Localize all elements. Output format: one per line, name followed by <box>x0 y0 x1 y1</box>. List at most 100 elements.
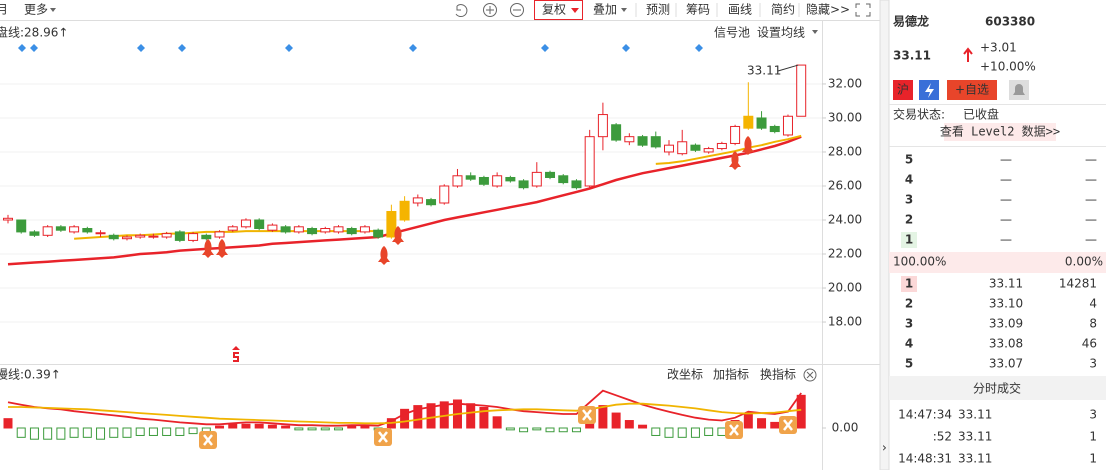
toolbar-button[interactable]: 复权 <box>542 3 566 17</box>
book-price: — <box>1000 193 1012 207</box>
indicator-line <box>7 389 802 427</box>
indicator-bar <box>215 425 225 429</box>
candle-body <box>465 175 476 180</box>
chart-button[interactable]: 设置均线 <box>757 26 805 40</box>
signal-diamond[interactable] <box>622 44 630 52</box>
candle-body <box>42 226 53 236</box>
indicator-bar <box>254 423 264 429</box>
candle-body <box>664 144 674 153</box>
candle-body <box>320 228 331 233</box>
candle-body <box>227 226 238 231</box>
rocket-icon[interactable] <box>216 239 228 258</box>
fullscreen-icon[interactable] <box>855 3 871 17</box>
indicator-bar <box>770 421 780 429</box>
signal-diamond[interactable] <box>178 44 186 52</box>
indicator-button[interactable]: 加指标 <box>713 367 749 382</box>
book-level: 2 <box>905 213 913 227</box>
rocket-icon[interactable] <box>742 136 754 155</box>
book-level: 3 <box>905 317 913 331</box>
candle-body <box>492 175 503 187</box>
trade-time: 14:47:34 <box>898 408 952 422</box>
indicator-bar <box>241 423 251 429</box>
level2-button[interactable] <box>944 123 1056 141</box>
toolbar-button[interactable]: 月 <box>0 3 8 17</box>
signal-s-icon <box>232 346 240 362</box>
rocket-icon[interactable] <box>392 226 404 245</box>
candle-body <box>796 64 807 117</box>
toolbar-button[interactable]: 预测 <box>646 3 670 17</box>
indicator-bar <box>228 423 238 429</box>
indicator-bar <box>148 427 158 436</box>
candle-body <box>399 200 410 221</box>
signal-diamond[interactable] <box>695 44 703 52</box>
scrollbar[interactable] <box>879 0 890 470</box>
candle-body <box>518 180 529 189</box>
signal-diamond[interactable] <box>137 44 145 52</box>
indicator-bar <box>558 427 568 433</box>
toolbar-button[interactable]: 更多 <box>24 3 48 17</box>
indicator-bar <box>796 394 806 429</box>
zoom-in-icon[interactable] <box>483 3 497 17</box>
indicator-bar <box>43 427 53 440</box>
book-volume: — <box>1085 233 1097 247</box>
close-icon[interactable] <box>803 368 817 382</box>
signal-diamond[interactable] <box>409 44 417 52</box>
toolbar-button[interactable]: 简约 <box>771 2 795 17</box>
buy-ratio: 100.00% <box>893 255 946 269</box>
indicator-line <box>8 402 802 425</box>
rocket-icon[interactable] <box>202 239 214 258</box>
candle-body <box>716 142 727 150</box>
close-x <box>806 371 814 379</box>
y-tick-label: 32.00 <box>828 76 862 90</box>
signal-diamond[interactable] <box>541 44 549 52</box>
toolbar-button[interactable]: 隐藏>> <box>806 3 850 17</box>
candle-body <box>293 226 304 233</box>
toolbar-button[interactable]: 筹码 <box>686 3 710 17</box>
price-change-pct: +10.00% <box>980 60 1036 74</box>
candle-body <box>769 125 780 133</box>
toolbar-button[interactable]: 画线 <box>728 3 752 17</box>
signal-diamond[interactable] <box>18 44 26 52</box>
indicator-bar <box>281 425 291 429</box>
indicator-bar <box>505 427 515 431</box>
candle-body <box>531 171 542 187</box>
indicator-bar <box>677 427 687 438</box>
rocket-icon[interactable] <box>378 246 390 265</box>
undo-icon[interactable] <box>455 4 468 18</box>
stock-price: 33.11 <box>893 49 931 63</box>
indicator-bar <box>690 427 700 438</box>
indicator-bar <box>426 403 436 429</box>
indicator-bar <box>413 405 423 429</box>
candle-body <box>346 228 357 235</box>
signal-diamond[interactable] <box>285 44 293 52</box>
indicator-bar <box>294 427 304 431</box>
market-badge-text: 沪 <box>897 83 909 97</box>
watchlist-button[interactable] <box>947 80 997 100</box>
level2-text[interactable]: 查看 Level2 数据>> <box>940 124 1060 139</box>
book-price: — <box>1000 153 1012 167</box>
indicator-bar <box>3 418 13 429</box>
indicator-bar <box>135 427 145 436</box>
candle-body <box>69 226 80 233</box>
indicator-bar <box>704 427 714 436</box>
indicator-bar <box>743 412 753 429</box>
indicator-label: 慢线:0.39↑ <box>0 368 61 382</box>
book-level: 4 <box>905 337 913 351</box>
indicator-button[interactable]: 改坐标 <box>667 368 703 382</box>
indicator-bar <box>466 403 476 429</box>
trade-time: 14:48:31 <box>898 452 952 466</box>
indicator-button[interactable]: 换指标 <box>760 367 796 382</box>
toolbar-button[interactable]: 叠加 <box>593 3 617 17</box>
scroll-arrow[interactable]: › <box>882 441 887 455</box>
indicator-bar <box>598 405 608 429</box>
candle-body <box>558 175 569 184</box>
candle-body <box>135 234 146 238</box>
candle-body <box>161 233 172 238</box>
indicator-bar <box>638 424 648 429</box>
rocket-icon[interactable] <box>729 151 741 170</box>
chart-button[interactable]: 信号池 <box>714 26 750 40</box>
zoom-out-icon[interactable] <box>510 3 524 17</box>
signal-diamond[interactable] <box>30 44 38 52</box>
fuquan-box[interactable] <box>534 0 583 20</box>
indicator-bar <box>96 427 106 440</box>
